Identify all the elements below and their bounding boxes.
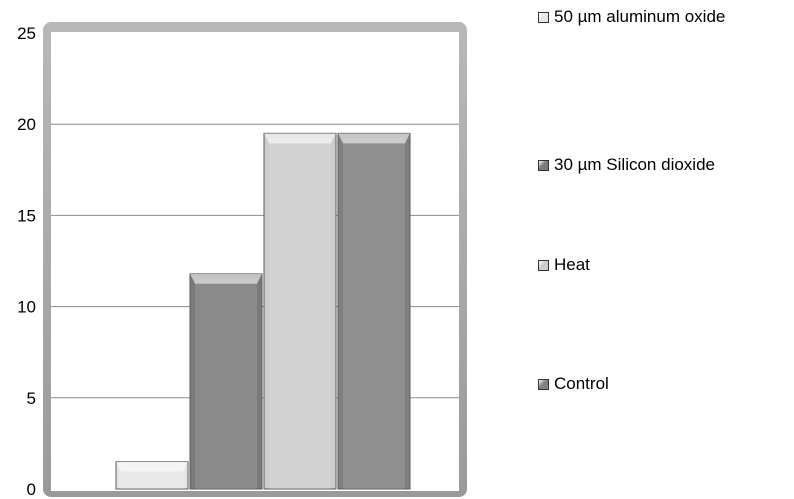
legend-label: 50 µm aluminum oxide bbox=[554, 7, 726, 26]
bar-body bbox=[263, 132, 337, 490]
legend-swatch bbox=[538, 159, 549, 171]
bar-top-bevel bbox=[190, 273, 262, 284]
y-tick-label: 0 bbox=[27, 480, 36, 499]
y-tick-label: 25 bbox=[17, 24, 36, 43]
bars bbox=[115, 132, 411, 490]
bar bbox=[115, 461, 189, 490]
bar-top-bevel bbox=[116, 461, 188, 472]
legend-item: Control bbox=[538, 374, 609, 394]
bar-highlight bbox=[343, 138, 405, 489]
bar-highlight bbox=[195, 278, 257, 489]
bar-highlight bbox=[269, 138, 331, 489]
bar-highlight bbox=[121, 466, 183, 489]
legend-label: Heat bbox=[554, 255, 590, 274]
bar-chart: 0 5 10 15 20 25 bbox=[17, 22, 467, 499]
y-tick-label: 20 bbox=[17, 115, 36, 134]
legend-label: 30 µm Silicon dioxide bbox=[554, 155, 715, 174]
bar bbox=[189, 273, 263, 490]
bar-top-bevel bbox=[338, 133, 410, 144]
legend-swatch bbox=[538, 259, 549, 271]
y-tick-label: 15 bbox=[17, 206, 36, 225]
legend-item: 50 µm aluminum oxide bbox=[538, 7, 725, 27]
legend-label: Control bbox=[554, 374, 609, 393]
legend-item: Heat bbox=[538, 255, 590, 275]
legend-swatch bbox=[538, 378, 549, 390]
legend-item: 30 µm Silicon dioxide bbox=[538, 155, 715, 175]
y-axis-ticks: 0 5 10 15 20 25 bbox=[17, 24, 36, 499]
bar bbox=[263, 132, 337, 490]
bar-top-bevel bbox=[264, 133, 336, 144]
bar bbox=[337, 132, 411, 490]
y-tick-label: 5 bbox=[27, 389, 36, 408]
legend-swatch bbox=[538, 11, 549, 23]
y-tick-label: 10 bbox=[17, 298, 36, 317]
bar-body bbox=[189, 273, 263, 490]
bar-body bbox=[337, 132, 411, 490]
